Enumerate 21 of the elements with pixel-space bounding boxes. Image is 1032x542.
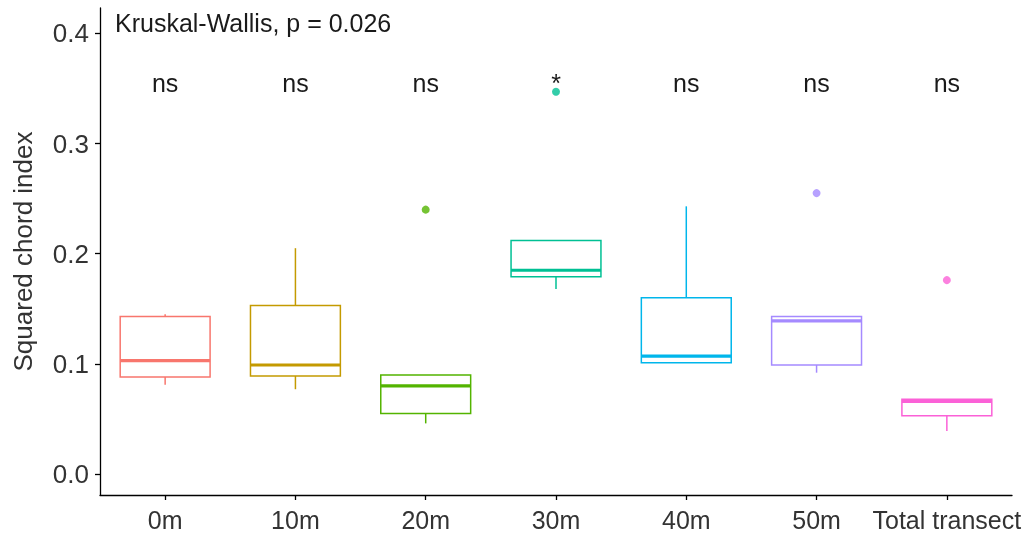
annotation: ns bbox=[151, 69, 179, 97]
annotation: ns bbox=[282, 69, 309, 97]
annotation: ns bbox=[412, 69, 439, 97]
x-tick-label: 30m bbox=[531, 505, 581, 534]
x-tick-label: Total transect bbox=[872, 505, 1022, 534]
annotation: ns bbox=[933, 69, 961, 97]
x-tick-label: 40m bbox=[661, 505, 711, 534]
y-tick-label: 0.4 bbox=[52, 18, 89, 49]
y-tick-label: 0.0 bbox=[52, 459, 89, 490]
y-tick-label: 0.1 bbox=[52, 348, 89, 379]
y-tick-label: 0.2 bbox=[52, 238, 89, 269]
annotation: * bbox=[551, 69, 562, 97]
x-tick-label: 0m bbox=[147, 505, 183, 534]
y-tick-label: 0.3 bbox=[52, 128, 89, 159]
annotation: ns bbox=[803, 69, 830, 97]
x-tick-label: 10m bbox=[271, 505, 320, 534]
annotation: Kruskal-Wallis, p = 0.026 bbox=[115, 8, 392, 37]
x-tick-label: 50m bbox=[792, 505, 841, 534]
y-axis-title: Squared chord index bbox=[8, 131, 38, 372]
annotation: ns bbox=[673, 69, 700, 97]
x-tick-label: 20m bbox=[401, 505, 451, 534]
